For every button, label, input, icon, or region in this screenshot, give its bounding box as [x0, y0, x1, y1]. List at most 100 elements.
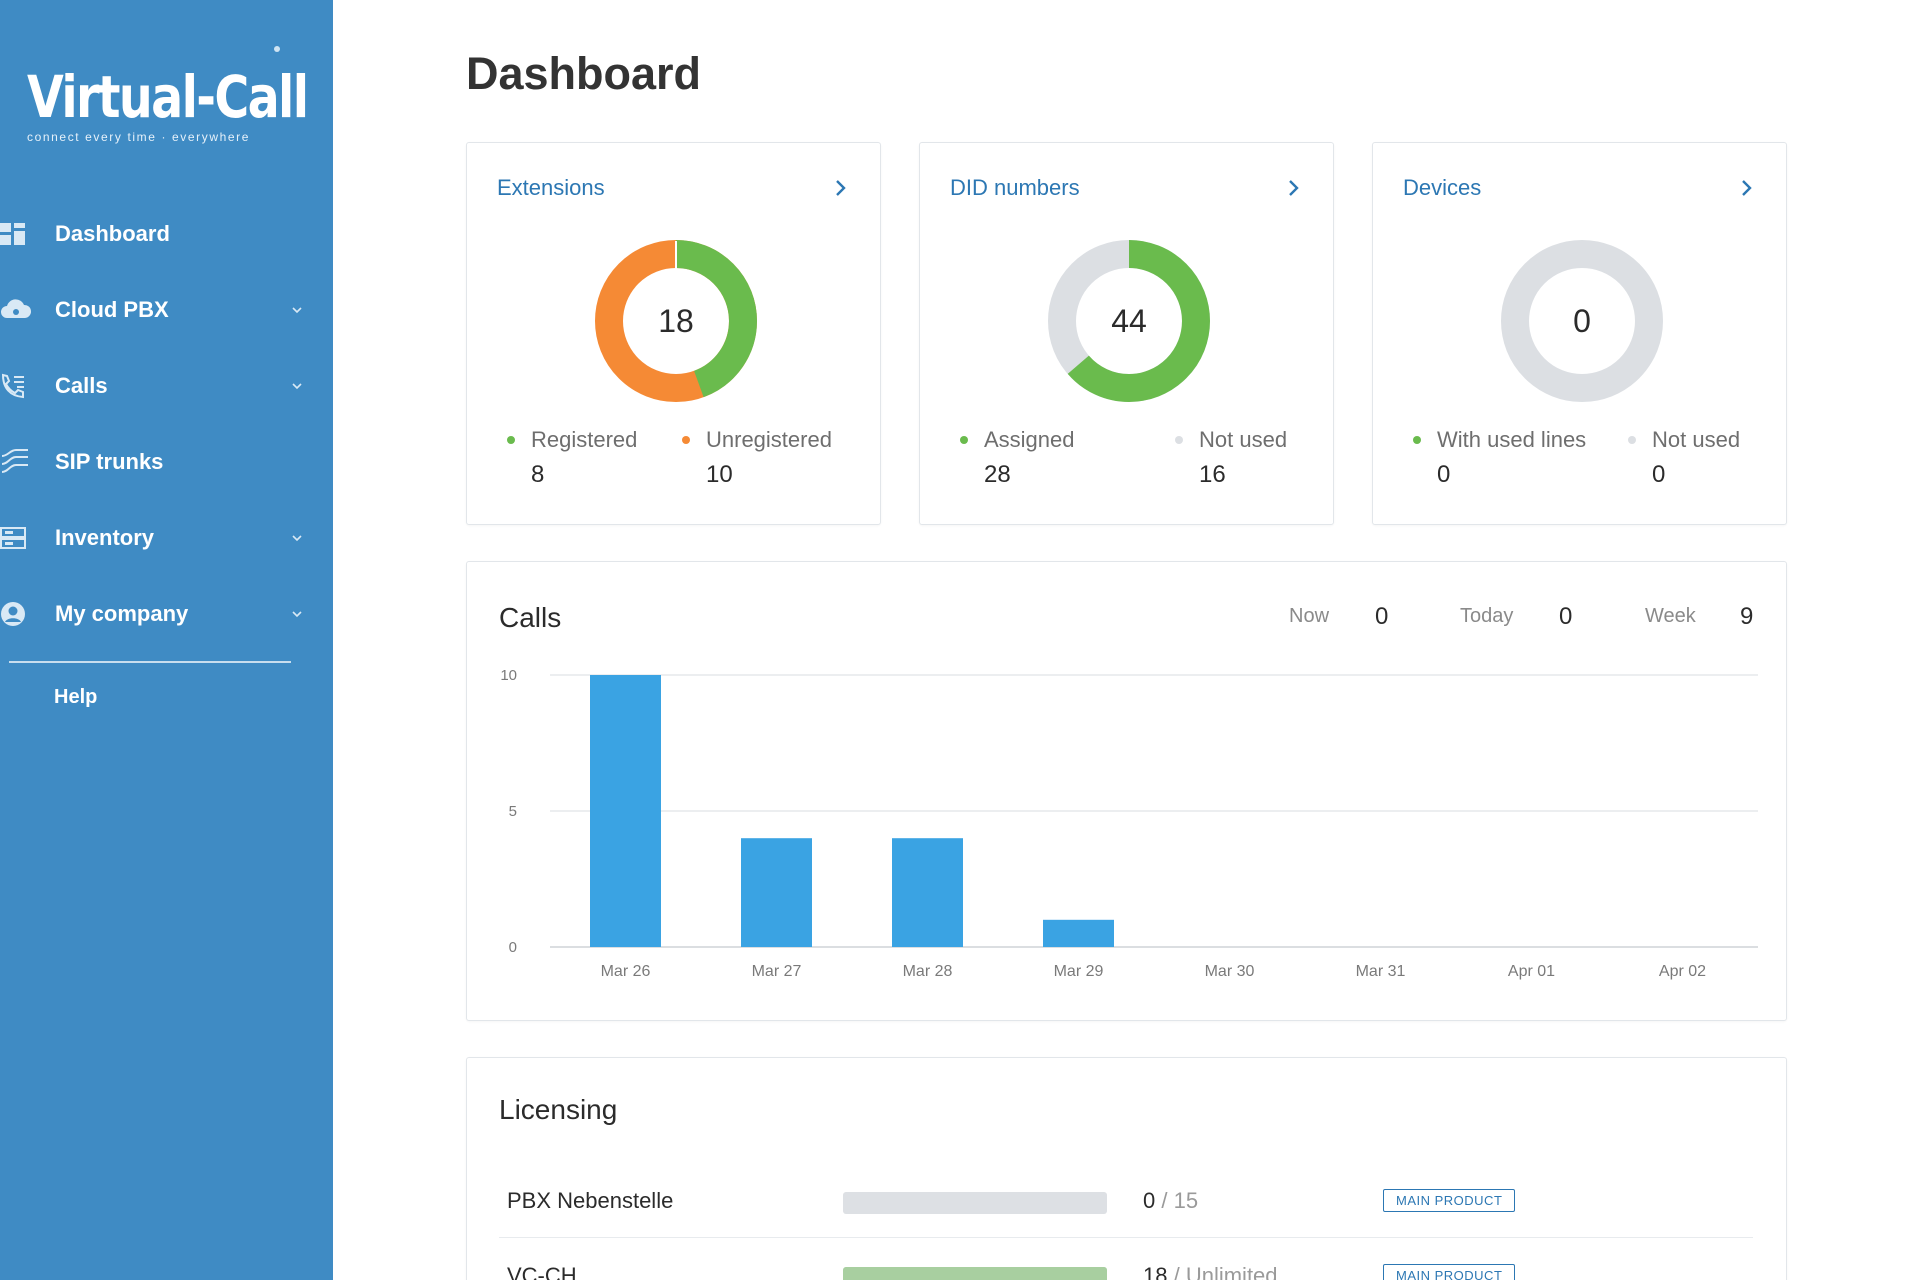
- calls-card: Calls Now 0 Today 0 Week 9 0 5 10 Mar 26 Mar…: [466, 561, 1787, 1021]
- licensing-card: Licensing PBX Nebenstelle 0 / 15 MAIN PR…: [466, 1057, 1787, 1280]
- calls-week-value: 9: [1740, 603, 1754, 630]
- license-usage-bar: [843, 1192, 1107, 1214]
- devices-donut-chart: [1501, 240, 1663, 402]
- calls-now-label: Now: [1289, 605, 1330, 627]
- legend-dot: [507, 436, 515, 444]
- did-numbers-card: DID numbers 44 Assigned 28 Not used 16: [919, 142, 1334, 525]
- sidebar-item-inventory[interactable]: Inventory: [0, 500, 333, 576]
- calls-today-value: 0: [1559, 603, 1573, 630]
- devices-card: Devices 0 With used lines 0 Not used 0: [1372, 142, 1787, 525]
- chevron-right-icon[interactable]: [832, 177, 850, 199]
- license-name: PBX Nebenstelle: [507, 1188, 674, 1213]
- legend-value: 0: [1437, 461, 1451, 488]
- license-used: 0: [1143, 1188, 1156, 1213]
- calls-now-value: 0: [1375, 603, 1389, 630]
- extensions-donut-chart: [595, 240, 757, 402]
- sidebar-item-dashboard[interactable]: Dashboard: [0, 196, 333, 272]
- sidebar-item-calls[interactable]: Calls: [0, 348, 333, 424]
- sidebar-item-help[interactable]: Help: [54, 686, 98, 708]
- cloud-icon: [1, 299, 32, 318]
- sidebar-item-label: Calls: [55, 373, 108, 398]
- chevron-right-icon[interactable]: [1738, 177, 1756, 199]
- license-usage-bar: [843, 1267, 1107, 1280]
- donut-segment-assigned: [1048, 240, 1210, 402]
- chevron-down-icon: [292, 307, 302, 314]
- license-total: Unlimited: [1185, 1263, 1278, 1280]
- chevron-down-icon: [292, 535, 302, 542]
- calls-card-title: Calls: [499, 602, 562, 633]
- license-row: VC-CH 18 / Unlimited MAIN PRODUCT: [499, 1239, 1753, 1280]
- did-card-title[interactable]: DID numbers: [950, 175, 1080, 200]
- legend-value: 28: [984, 461, 1011, 488]
- legend-dot: [1628, 436, 1636, 444]
- sidebar-item-label: SIP trunks: [55, 449, 164, 474]
- legend-not-used: Not used 0: [1628, 427, 1740, 489]
- legend-not-used: Not used 16: [1175, 427, 1287, 489]
- legend-label: Not used: [1199, 427, 1288, 452]
- y-tick-label: 0: [509, 939, 517, 956]
- legend-label: With used lines: [1437, 427, 1587, 452]
- x-tick-label: Mar 27: [752, 963, 802, 980]
- legend-dot: [960, 436, 968, 444]
- x-tick-label: Mar 31: [1356, 963, 1406, 980]
- license-row: PBX Nebenstelle 0 / 15 MAIN PRODUCT: [499, 1164, 1753, 1238]
- x-tick-label: Apr 02: [1659, 963, 1706, 980]
- legend-value: 0: [1652, 461, 1666, 488]
- bar[interactable]: [741, 838, 812, 947]
- sidebar-item-label: Dashboard: [55, 221, 170, 246]
- sidebar-item-my-company[interactable]: My company: [0, 576, 333, 652]
- sidebar-divider: [9, 661, 291, 663]
- extensions-card-title[interactable]: Extensions: [497, 175, 605, 200]
- license-total: 15: [1173, 1188, 1199, 1213]
- brand-logo[interactable]: Virtual-Call connect every time · everyw…: [27, 68, 309, 144]
- did-donut-chart: [1048, 240, 1210, 402]
- legend-label: Unregistered: [706, 427, 832, 452]
- inventory-icon: [0, 527, 26, 549]
- license-usage-fill: [843, 1267, 1107, 1280]
- chevron-right-icon[interactable]: [1285, 177, 1303, 199]
- sidebar-item-sip-trunks[interactable]: SIP trunks: [0, 424, 333, 500]
- brand-tagline: connect every time · everywhere: [27, 130, 251, 144]
- legend-registered: Registered 8: [507, 427, 637, 489]
- legend-value: 8: [531, 461, 545, 488]
- legend-unregistered: Unregistered 10: [682, 427, 832, 489]
- bar[interactable]: [1043, 919, 1114, 947]
- x-tick-label: Mar 30: [1205, 963, 1255, 980]
- sidebar-nav: Dashboard Cloud PBX Calls SIP tru: [0, 196, 333, 652]
- x-tick-label: Mar 28: [903, 963, 953, 980]
- sip-trunk-icon: [1, 449, 28, 473]
- devices-card-title[interactable]: Devices: [1403, 175, 1482, 200]
- legend-dot: [682, 436, 690, 444]
- logo-trademark-dot: [274, 46, 280, 52]
- legend-label: Assigned: [984, 427, 1075, 452]
- did-total: 44: [1111, 302, 1147, 339]
- chevron-down-icon: [292, 611, 302, 618]
- main-product-badge: MAIN PRODUCT: [1383, 1264, 1516, 1280]
- license-name: VC-CH: [507, 1263, 577, 1280]
- license-used: 18: [1143, 1263, 1168, 1280]
- sidebar-item-label: My company: [55, 601, 189, 626]
- dashboard-icon: [0, 223, 25, 245]
- x-tick-label: Apr 01: [1508, 963, 1555, 980]
- sidebar-item-cloud-pbx[interactable]: Cloud PBX: [0, 272, 333, 348]
- y-tick-label: 5: [509, 803, 517, 820]
- legend-with-used-lines: With used lines 0: [1413, 427, 1586, 489]
- user-circle-icon: [1, 602, 25, 626]
- bar[interactable]: [892, 838, 963, 947]
- legend-value: 16: [1199, 461, 1226, 488]
- legend-label: Not used: [1652, 427, 1741, 452]
- x-tick-label: Mar 26: [601, 963, 651, 980]
- legend-label: Registered: [531, 427, 638, 452]
- extensions-total: 18: [658, 302, 694, 339]
- devices-total: 0: [1573, 302, 1591, 339]
- licensing-card-title: Licensing: [499, 1094, 618, 1125]
- license-count: 0 / 15: [1143, 1188, 1199, 1213]
- license-count: 18 / Unlimited: [1143, 1263, 1278, 1280]
- legend-assigned: Assigned 28: [960, 427, 1075, 489]
- bar[interactable]: [590, 675, 661, 947]
- donut-segment-empty: [1501, 240, 1663, 402]
- sidebar-item-label: Cloud PBX: [55, 297, 169, 322]
- sidebar: Virtual-Call connect every time · everyw…: [0, 0, 333, 1280]
- legend-dot: [1175, 436, 1183, 444]
- phone-list-icon: [1, 373, 24, 399]
